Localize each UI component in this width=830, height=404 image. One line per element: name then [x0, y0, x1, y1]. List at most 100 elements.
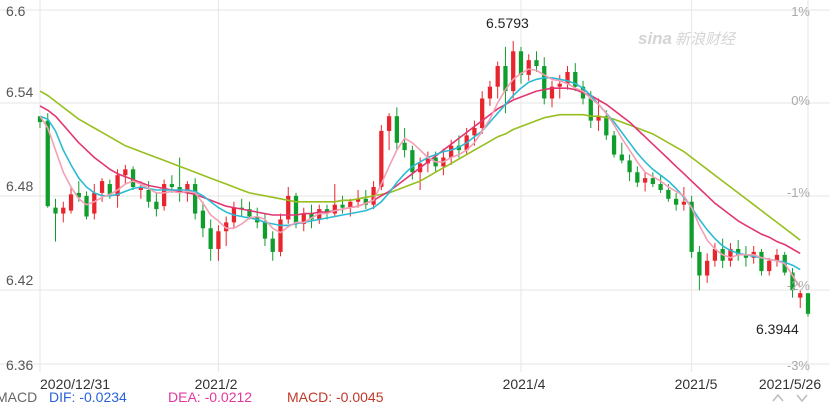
candle	[658, 175, 663, 193]
candle-body	[511, 51, 516, 92]
candle-body	[549, 86, 555, 99]
panel-toggle-up[interactable]	[772, 393, 784, 402]
candle	[208, 219, 213, 261]
candle-body	[596, 116, 601, 121]
candle-body	[115, 175, 120, 196]
x-tick-label: 2020/12/31	[40, 376, 110, 392]
candle-body	[534, 60, 539, 67]
candle	[68, 187, 74, 214]
candle	[526, 54, 531, 81]
macd-value: MACD: -0.0045	[287, 389, 384, 404]
candle	[689, 195, 694, 258]
y-pct-label: -1%	[787, 185, 811, 200]
candle-body	[293, 195, 299, 224]
candle	[61, 201, 66, 223]
candle-body	[92, 192, 97, 214]
candle	[239, 198, 244, 217]
candle-body	[619, 154, 624, 161]
y-tick-label: 6.42	[6, 272, 33, 288]
candle-body	[340, 204, 345, 208]
chevron-down-icon[interactable]	[796, 394, 808, 403]
candle-body	[697, 251, 702, 276]
candle-body	[363, 198, 368, 205]
candle-body	[123, 169, 128, 176]
candle-body	[798, 293, 803, 298]
panel-toggle-down[interactable]	[796, 394, 808, 403]
candle-body	[565, 71, 570, 84]
candle	[650, 172, 655, 187]
candle	[511, 40, 516, 99]
candle	[759, 248, 764, 276]
candle-body	[146, 189, 151, 202]
candle-body	[37, 116, 43, 123]
candle	[309, 204, 314, 229]
candle-body	[736, 248, 741, 255]
min-value-label: 6.3944	[756, 321, 799, 337]
candle-body	[410, 150, 415, 173]
candle-body	[472, 128, 477, 136]
y-tick-label: 6.6	[6, 3, 26, 19]
candle-body	[402, 142, 407, 151]
x-tick-label: 2021/2	[195, 376, 238, 392]
candle-body	[728, 248, 733, 261]
candle	[573, 63, 578, 92]
candle	[798, 290, 803, 308]
candle-body	[262, 222, 268, 239]
candle	[767, 257, 772, 276]
ma20-line	[39, 87, 801, 255]
moving-average-lines	[39, 68, 801, 288]
candle-body	[604, 116, 609, 136]
candle	[705, 253, 710, 283]
candle-body	[332, 204, 337, 214]
candle-body	[200, 210, 206, 229]
candle-body	[68, 194, 74, 211]
candle-body	[208, 228, 213, 249]
candle-body	[193, 184, 198, 214]
candle	[193, 178, 198, 220]
dea-value: DEA: -0.0212	[168, 389, 252, 404]
candle-body	[650, 178, 655, 185]
candle	[790, 268, 795, 298]
candle-body	[526, 60, 531, 75]
candle	[743, 246, 749, 267]
candle-body	[627, 160, 632, 173]
candle-body	[573, 71, 578, 87]
candle	[363, 189, 368, 210]
candle-body	[130, 169, 136, 187]
candle-body	[518, 51, 524, 75]
y-tick-label: 6.54	[6, 84, 33, 100]
candle	[774, 248, 780, 267]
dif-value: DIF: -0.0234	[49, 389, 127, 404]
candle-body	[355, 198, 361, 202]
candle	[542, 57, 547, 105]
candle	[379, 125, 384, 190]
watermark: sina 新浪财经	[638, 29, 737, 48]
candle-body	[503, 66, 508, 92]
x-tick-label: 2021/5	[675, 376, 718, 392]
candle-body	[759, 251, 764, 272]
grid-lines	[0, 0, 830, 372]
candle	[503, 46, 508, 114]
watermark-logo: sina	[638, 29, 672, 48]
candle	[619, 142, 624, 164]
candle	[728, 243, 733, 267]
chevron-up-icon[interactable]	[772, 393, 784, 402]
candle-body	[169, 184, 175, 187]
candle-body	[774, 254, 780, 261]
candle-body	[681, 201, 687, 205]
candle-body	[449, 145, 454, 158]
candle-body	[588, 98, 593, 121]
candle-body	[84, 195, 89, 217]
y-axis-left: 6.6 6.54 6.48 6.42 6.36	[6, 3, 33, 373]
candle-body	[658, 184, 663, 190]
candle	[177, 157, 182, 202]
candle-body	[247, 209, 252, 217]
candle	[534, 51, 539, 72]
y-pct-label: -3%	[787, 358, 811, 373]
candle-body	[348, 201, 353, 208]
candle-body	[557, 83, 562, 87]
candle-body	[286, 195, 291, 220]
macd-legend: MACD DIF: -0.0234 DEA: -0.0212 MACD: -0.…	[0, 389, 384, 404]
candle	[642, 172, 648, 192]
